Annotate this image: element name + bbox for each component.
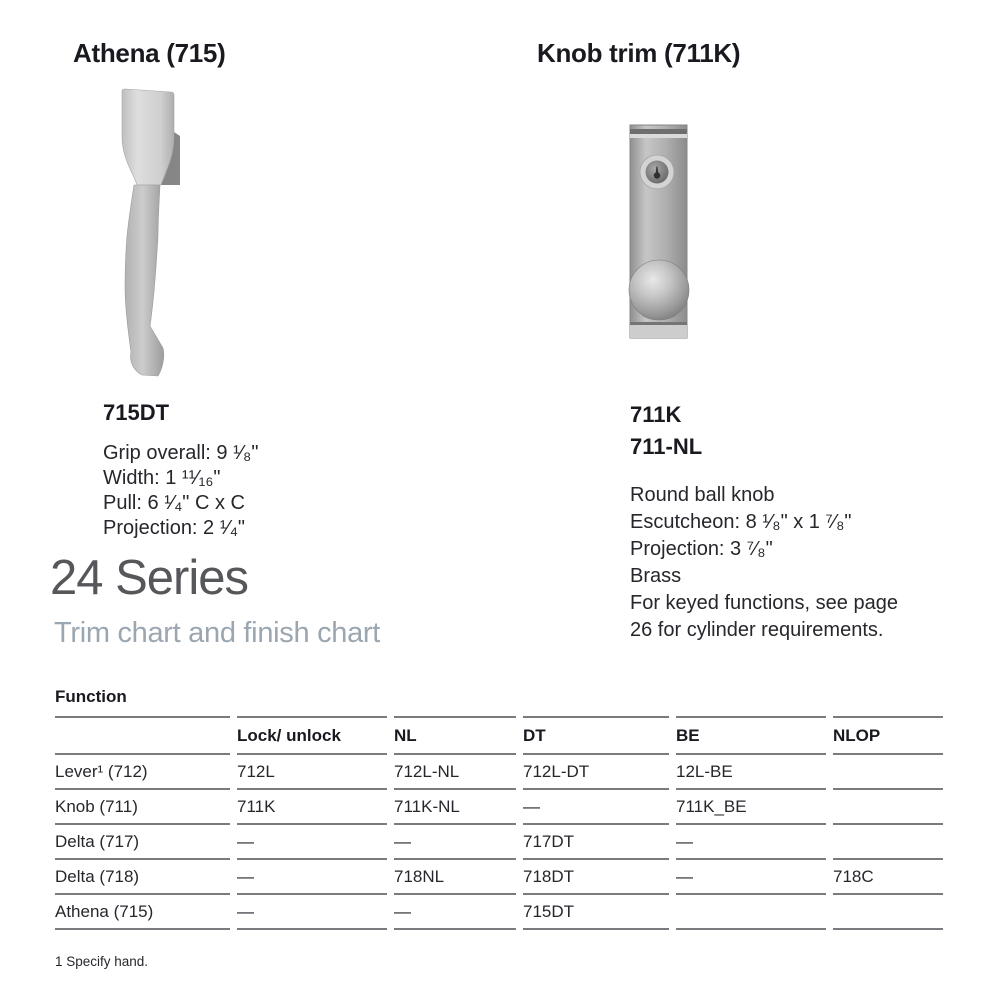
plate-top-band [630, 129, 687, 134]
table-cell: 717DT [523, 825, 669, 860]
knob-spec-keyed-note: For keyed functions, see page 26 for cyl… [630, 592, 898, 641]
table-cell [676, 895, 826, 930]
knob-trim-product-title: Knob trim (711K) [537, 38, 741, 68]
knob-specs: Round ball knob Escutcheon: 8 ¹⁄₈" x 1 ⁷… [630, 482, 922, 644]
table-cell: 718DT [523, 860, 669, 895]
table-cell: 712L-NL [394, 755, 516, 790]
table-cell: Lever¹ (712) [55, 755, 230, 790]
plate-bottom-highlight [630, 325, 687, 338]
table-cell: — [394, 825, 516, 860]
table-cell: 711K-NL [394, 790, 516, 825]
table-cell: — [237, 860, 387, 895]
table-cell: — [523, 790, 669, 825]
table-cell [833, 755, 943, 790]
table-row-delta-718: Delta (718) — 718NL 718DT — 718C [55, 860, 943, 895]
table-cell: — [394, 895, 516, 930]
athena-spec-width: Width: 1 ¹¹⁄₁₆" [103, 467, 221, 489]
athena-model-number: 715DT [103, 400, 170, 425]
knob-model-number-711nl: 711-NL [630, 434, 703, 459]
table-cell: 712L-DT [523, 755, 669, 790]
table-row-knob-711: Knob (711) 711K 711K-NL — 711K_BE [55, 790, 943, 825]
table-row-delta-717: Delta (717) — — 717DT — [55, 825, 943, 860]
table-cell: — [676, 825, 826, 860]
lever-arm [124, 184, 165, 377]
header-cell-be: BE [676, 716, 826, 755]
keyhole [653, 172, 661, 179]
lever-grip-top [121, 88, 175, 186]
header-cell-nlop: NLOP [833, 716, 943, 755]
table-cell: 718NL [394, 860, 516, 895]
table-cell: Athena (715) [55, 895, 230, 930]
athena-spec-grip: Grip overall: 9 ¹⁄₈" [103, 442, 259, 464]
header-cell-lock-unlock: Lock/ unlock [237, 716, 387, 755]
table-footnote: 1 Specify hand. [55, 954, 149, 969]
athena-specs: Grip overall: 9 ¹⁄₈" Width: 1 ¹¹⁄₁₆" Pul… [103, 441, 258, 541]
knob-trim-image [628, 124, 690, 339]
table-cell: 718C [833, 860, 943, 895]
table-cell: — [676, 860, 826, 895]
series-title: 24 Series [50, 551, 249, 605]
athena-spec-projection: Projection: 2 ¹⁄₄" [103, 517, 245, 539]
header-cell-trim [55, 716, 230, 755]
athena-product-title: Athena (715) [73, 38, 226, 68]
athena-spec-pull: Pull: 6 ¹⁄₄" C x C [103, 492, 245, 514]
table-row-athena-715: Athena (715) — — 715DT [55, 895, 943, 930]
table-row-lever-712: Lever¹ (712) 712L 712L-NL 712L-DT 12L-BE [55, 755, 943, 790]
function-table-header-row: Lock/ unlock NL DT BE NLOP [55, 716, 943, 755]
table-cell: — [237, 825, 387, 860]
ball-knob [628, 259, 690, 321]
table-cell [833, 895, 943, 930]
plate-top-highlight [630, 134, 687, 138]
knob-spec-type: Round ball knob [630, 484, 775, 506]
header-cell-nl: NL [394, 716, 516, 755]
knob-model-number-711k: 711K [630, 402, 682, 427]
plate-bottom-band [630, 322, 687, 325]
keyhole-slot [655, 166, 659, 175]
knob-spec-material: Brass [630, 565, 682, 587]
knob-spec-projection: Projection: 3 ⁷⁄₈" [630, 538, 773, 560]
table-cell: 712L [237, 755, 387, 790]
table-cell: 12L-BE [676, 755, 826, 790]
series-subtitle: Trim chart and finish chart [54, 617, 381, 649]
function-table: Lock/ unlock NL DT BE NLOP Lever¹ (712) … [48, 716, 950, 930]
table-cell: — [237, 895, 387, 930]
table-cell: 711K [237, 790, 387, 825]
table-cell: Delta (717) [55, 825, 230, 860]
table-cell [833, 790, 943, 825]
table-cell [833, 825, 943, 860]
table-cell: Delta (718) [55, 860, 230, 895]
table-cell: 715DT [523, 895, 669, 930]
table-cell: Knob (711) [55, 790, 230, 825]
table-cell: 711K_BE [676, 790, 826, 825]
header-cell-dt: DT [523, 716, 669, 755]
athena-lever-image [121, 88, 180, 377]
knob-spec-escutcheon: Escutcheon: 8 ¹⁄₈" x 1 ⁷⁄₈" [630, 511, 852, 533]
function-table-label: Function [55, 687, 127, 706]
